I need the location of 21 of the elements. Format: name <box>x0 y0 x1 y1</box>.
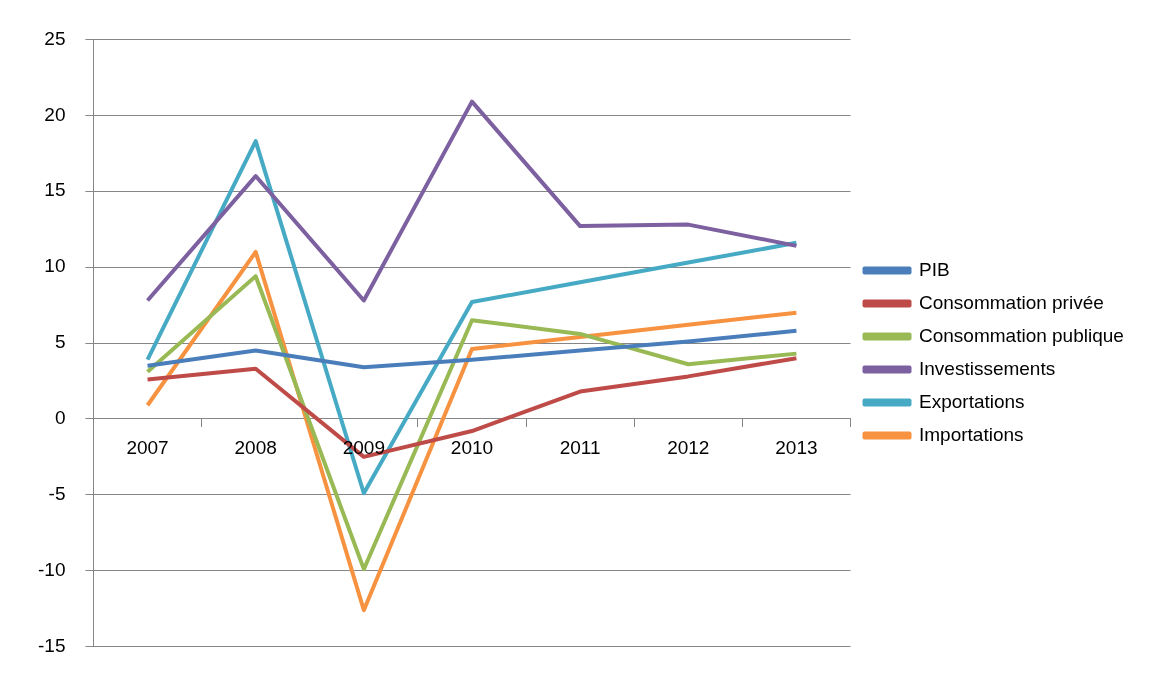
y-tick-label: -5 <box>48 483 66 505</box>
legend-label: Investissements <box>919 357 1056 379</box>
x-tick-label: 2008 <box>234 436 277 458</box>
y-tick-label: 0 <box>54 407 66 429</box>
legend-label: Importations <box>919 423 1024 445</box>
y-tick-label: -15 <box>37 634 66 656</box>
legend-label: Consommation publique <box>919 324 1124 346</box>
x-tick-label: 2012 <box>667 436 710 458</box>
x-tick-label: 2010 <box>450 436 494 458</box>
legend-label: Exportations <box>919 390 1025 412</box>
y-tick-label: 5 <box>54 331 66 353</box>
y-tick-label: 15 <box>44 179 66 201</box>
y-tick-label: 10 <box>44 255 66 277</box>
x-tick-label: 2007 <box>126 436 169 458</box>
x-tick-label: 2013 <box>775 436 818 458</box>
y-tick-label: -10 <box>37 558 66 580</box>
legend-label: Consommation privée <box>919 291 1104 313</box>
y-tick-label: 20 <box>44 103 66 125</box>
x-tick-label: 2011 <box>559 436 601 458</box>
legend-label: PIB <box>919 258 950 280</box>
y-tick-label: 25 <box>44 27 66 49</box>
